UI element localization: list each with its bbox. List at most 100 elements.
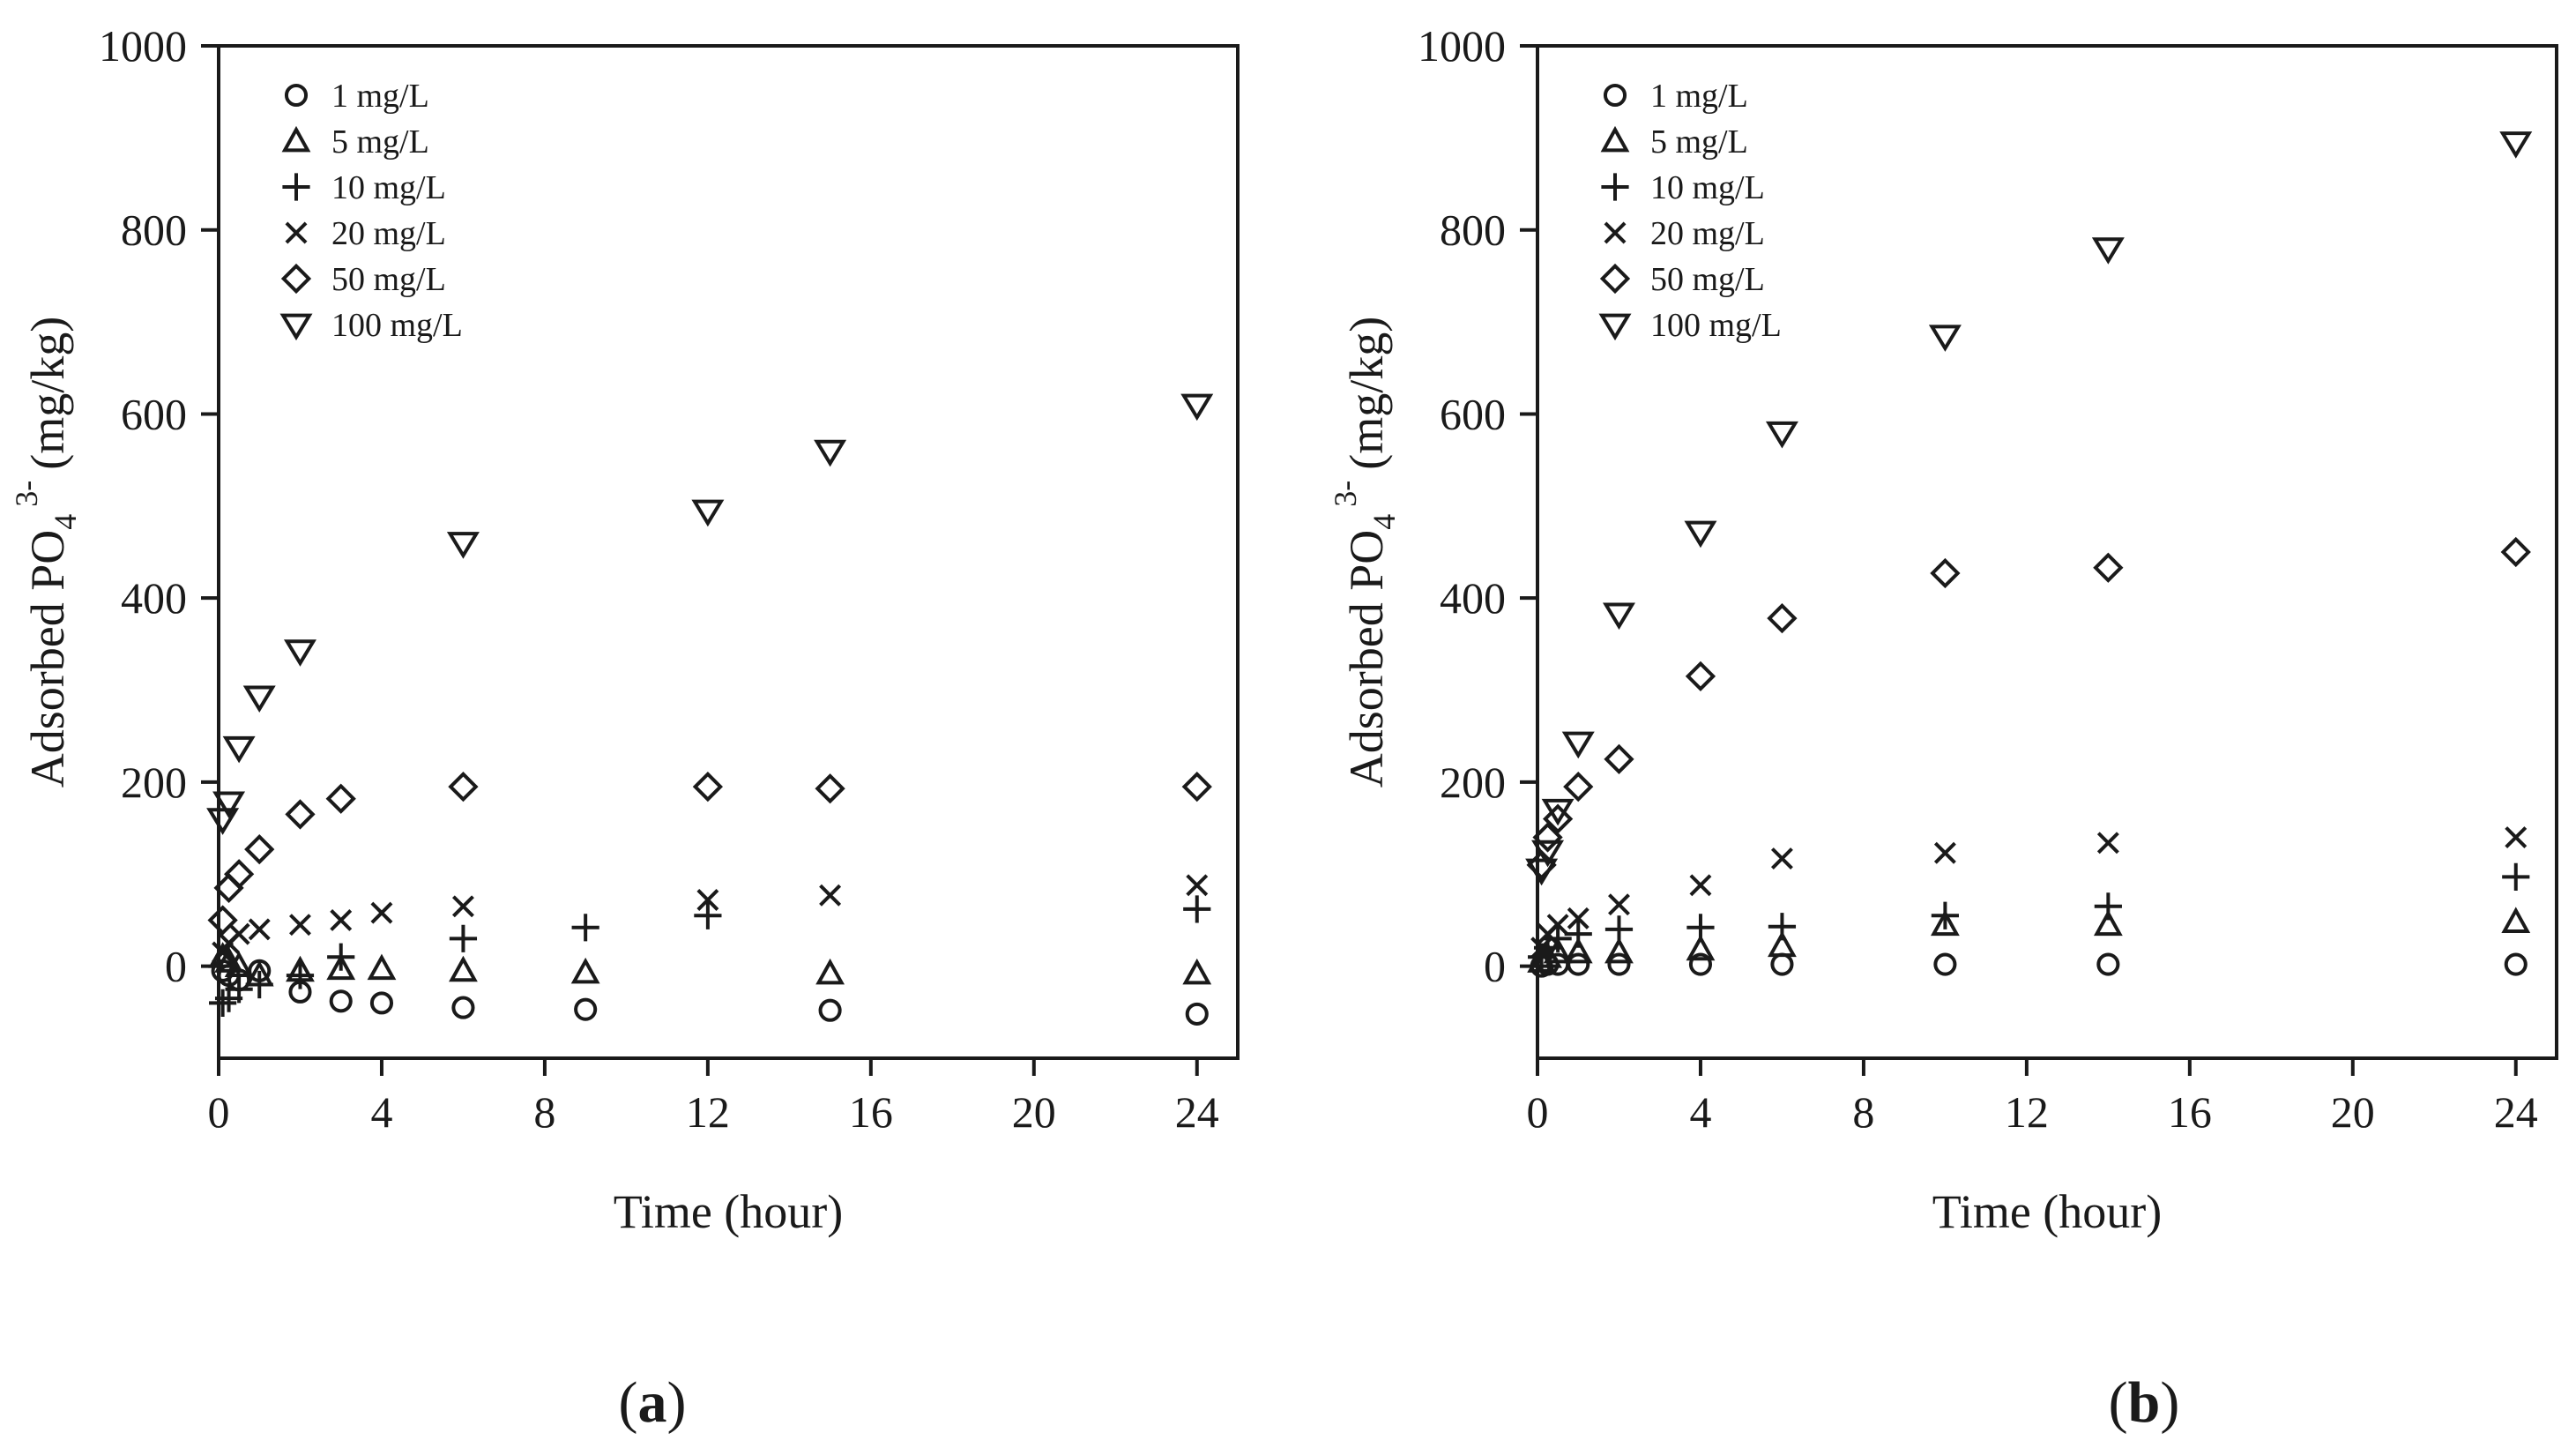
x-axis-title-b: Time (hour) <box>1932 1185 2163 1238</box>
data-point-10-mg-per-l <box>1686 914 1715 942</box>
data-point-20-mg-per-l <box>1186 874 1209 897</box>
legend-marker-50-mg-per-l <box>280 263 312 295</box>
data-point-10-mg-per-l <box>209 989 237 1017</box>
data-point-50-mg-per-l <box>325 783 356 814</box>
legend-marker-100-mg-per-l <box>279 313 313 341</box>
data-point-10-mg-per-l <box>694 901 722 929</box>
data-point-20-mg-per-l <box>1770 847 1793 870</box>
data-point-20-mg-per-l <box>248 918 271 941</box>
data-point-20-mg-per-l <box>696 889 719 911</box>
panel-caption-b: (b) <box>2109 1370 2180 1435</box>
y-tick-label: 0 <box>1484 942 1506 991</box>
data-point-20-mg-per-l <box>1530 937 1553 959</box>
data-point-100-mg-per-l <box>814 439 847 467</box>
legend-label: 50 mg/L <box>331 261 446 298</box>
chart-panel-b: 0 4 8 12 16 20 24 0 200 400 600 800 1000 1 mg/L 5 mg/… <box>1328 21 2558 1435</box>
legend-label: 20 mg/L <box>1650 215 1765 252</box>
y-tick-label: 600 <box>121 389 187 438</box>
data-point-100-mg-per-l <box>1525 858 1559 886</box>
data-point-20-mg-per-l <box>227 922 250 945</box>
data-point-100-mg-per-l <box>1684 520 1717 549</box>
panel-caption-a: (a) <box>619 1370 687 1435</box>
data-point-1-mg-per-l <box>369 991 394 1015</box>
x-tick-label: 8 <box>533 1087 555 1137</box>
data-point-20-mg-per-l <box>370 901 393 924</box>
axis-ticks-a: 0 4 8 12 16 20 24 0 200 400 600 800 1000 <box>99 21 1219 1137</box>
data-point-100-mg-per-l <box>2091 237 2125 265</box>
data-point-100-mg-per-l <box>1180 393 1214 422</box>
data-point-50-mg-per-l <box>1930 557 1961 589</box>
data-point-5-mg-per-l <box>224 951 254 978</box>
data-point-1-mg-per-l <box>329 989 353 1013</box>
data-point-10-mg-per-l <box>225 975 253 1004</box>
data-point-20-mg-per-l <box>2505 826 2528 848</box>
axis-ticks-b: 0 4 8 12 16 20 24 0 200 400 600 800 1000 <box>1418 21 2538 1137</box>
data-point-100-mg-per-l <box>242 685 276 713</box>
legend-marker-10-mg-per-l <box>282 173 310 201</box>
legend-marker-10-mg-per-l <box>1601 173 1629 201</box>
data-point-5-mg-per-l <box>2501 907 2531 933</box>
plot-frame-b <box>1536 44 2558 1060</box>
data-point-50-mg-per-l <box>1563 771 1594 802</box>
data-point-10-mg-per-l <box>571 914 599 942</box>
plot-frame-a <box>217 44 1240 1060</box>
data-point-100-mg-per-l <box>1531 840 1565 868</box>
legend-b: 1 mg/L 5 mg/L 10 mg/L 20 mg/L 50 mg/L 100 mg/… <box>1598 78 1782 344</box>
data-point-1-mg-per-l <box>2504 952 2528 976</box>
legend-label: 1 mg/L <box>331 78 429 115</box>
data-point-5-mg-per-l <box>1182 958 1212 985</box>
y-tick-label: 200 <box>1440 758 1506 807</box>
x-tick-label: 4 <box>370 1087 392 1137</box>
data-point-50-mg-per-l <box>1181 771 1212 802</box>
data-point-10-mg-per-l <box>1931 901 1959 929</box>
x-tick-label: 20 <box>1012 1087 1056 1137</box>
y-tick-label: 800 <box>121 205 187 255</box>
x-tick-label: 20 <box>2331 1087 2375 1137</box>
data-point-10-mg-per-l <box>2094 892 2122 921</box>
data-point-5-mg-per-l <box>1543 937 1573 964</box>
data-point-10-mg-per-l <box>2502 862 2530 891</box>
data-point-50-mg-per-l <box>2093 552 2124 583</box>
data-point-100-mg-per-l <box>283 639 316 667</box>
x-tick-label: 24 <box>2494 1087 2538 1137</box>
data-markers-a <box>206 393 1214 1026</box>
data-point-20-mg-per-l <box>289 914 311 937</box>
legend-a: 1 mg/L 5 mg/L 10 mg/L 20 mg/L 50 mg/L 100 mg/… <box>279 78 463 344</box>
x-tick-label: 24 <box>1175 1087 1219 1137</box>
x-tick-label: 4 <box>1689 1087 1711 1137</box>
data-point-100-mg-per-l <box>206 808 240 835</box>
legend-label: 5 mg/L <box>1650 123 1748 160</box>
data-point-1-mg-per-l <box>1770 952 1794 976</box>
y-tick-label: 200 <box>121 758 187 807</box>
data-point-10-mg-per-l <box>1768 913 1797 941</box>
x-tick-label: 16 <box>849 1087 893 1137</box>
data-point-10-mg-per-l <box>286 961 315 989</box>
data-point-50-mg-per-l <box>1604 743 1634 774</box>
data-point-50-mg-per-l <box>692 771 724 802</box>
data-point-20-mg-per-l <box>1546 914 1569 937</box>
data-point-5-mg-per-l <box>367 953 397 981</box>
data-point-20-mg-per-l <box>1608 893 1630 916</box>
data-point-5-mg-per-l <box>1604 937 1634 964</box>
data-point-5-mg-per-l <box>2093 909 2123 937</box>
legend-marker-1-mg-per-l <box>284 83 309 108</box>
data-point-5-mg-per-l <box>570 957 600 984</box>
x-tick-label: 12 <box>2005 1087 2049 1137</box>
data-point-10-mg-per-l <box>327 943 355 971</box>
data-point-10-mg-per-l <box>245 970 273 999</box>
data-point-1-mg-per-l <box>2096 952 2120 976</box>
data-point-50-mg-per-l <box>285 799 316 830</box>
data-point-20-mg-per-l <box>451 895 474 918</box>
legend-label: 5 mg/L <box>331 123 429 160</box>
y-tick-label: 1000 <box>1418 21 1506 71</box>
data-point-50-mg-per-l <box>1767 603 1798 634</box>
data-point-20-mg-per-l <box>330 908 353 931</box>
data-point-50-mg-per-l <box>815 773 845 804</box>
data-point-1-mg-per-l <box>451 996 475 1019</box>
data-point-100-mg-per-l <box>691 499 725 527</box>
data-point-20-mg-per-l <box>1689 874 1712 897</box>
legend-label: 100 mg/L <box>331 307 463 344</box>
data-point-10-mg-per-l <box>1183 895 1211 923</box>
legend-marker-50-mg-per-l <box>1599 263 1631 295</box>
x-tick-label: 0 <box>1527 1087 1549 1137</box>
